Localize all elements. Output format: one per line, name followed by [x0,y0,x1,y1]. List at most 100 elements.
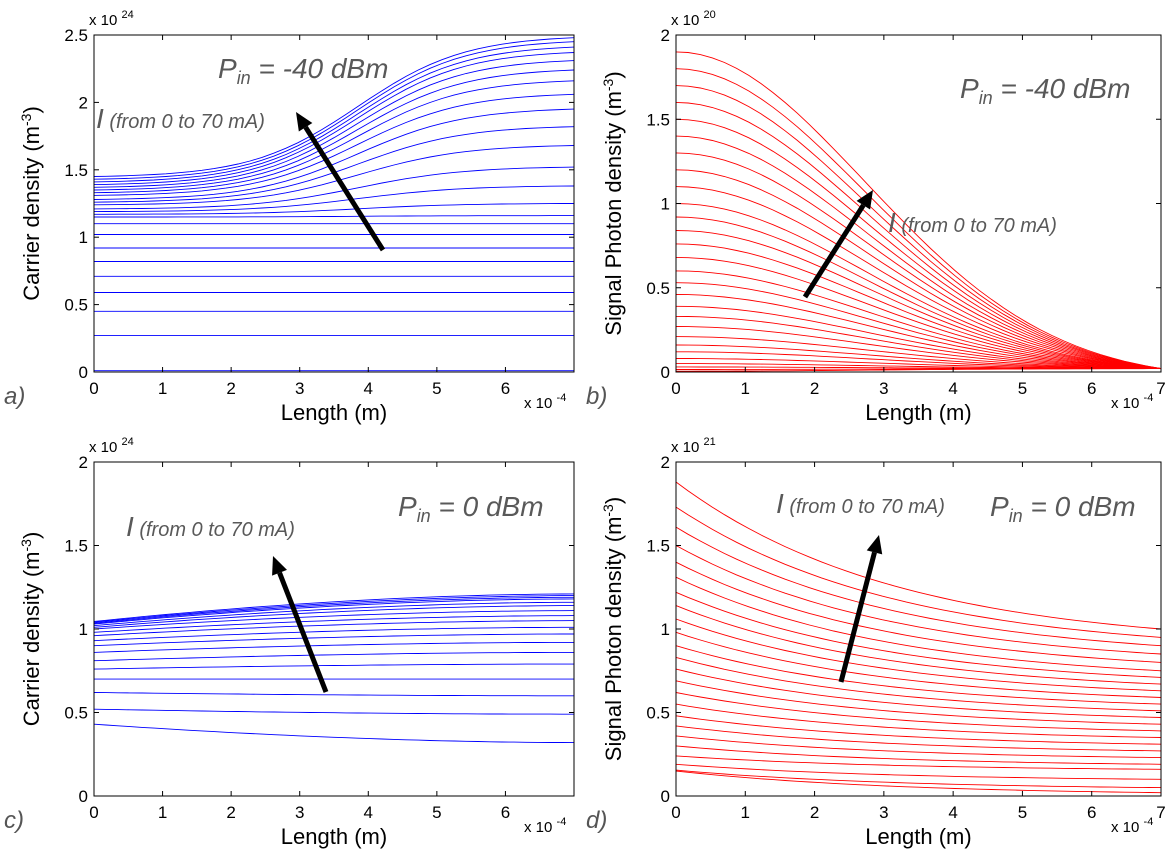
y-axis-label: Carrier density (m-3) [18,106,44,301]
series-line [675,270,1162,370]
y-tick-label: 1 [661,195,670,214]
y-axis-label-base: Signal Photon density (m [601,91,626,336]
series-group [675,481,1162,794]
y-tick-label: 2 [661,453,670,472]
series-group [675,51,1162,372]
series-line [675,770,1162,794]
x-tick-label: 7 [1156,803,1165,822]
x-axis-label: Length (m) [865,824,971,849]
current-range-text: (from 0 to 70 mA) [134,519,295,541]
y-exponent-power: 24 [122,9,134,21]
series-line [675,763,1162,780]
series-line [675,51,1162,370]
series-line [93,593,575,622]
x-axis-label: Length (m) [281,824,387,849]
x-exponent-power: -4 [1144,392,1154,404]
series-line [93,708,574,715]
series-line [93,166,575,210]
x-exponent-power: -4 [557,392,567,404]
y-exponent: x 10 20 [671,9,716,29]
current-arrow-head [296,112,313,132]
y-tick-label: 2 [79,93,88,112]
series-line [675,735,1162,759]
pin-value: = 0 dBm [431,491,544,522]
x-tick-label: 2 [810,379,819,398]
series-line [675,618,1162,692]
x-tick-label: 2 [226,803,235,822]
series-line [675,692,1162,732]
series-line [675,305,1162,370]
x-tick-label: 6 [1087,379,1096,398]
series-line [675,656,1162,712]
y-tick-label: 0 [661,787,670,806]
series-line [93,626,574,642]
series-line [675,326,1162,370]
y-tick-label: 2 [79,453,88,472]
x-tick-label: 3 [295,803,304,822]
x-tick-label: 4 [948,379,957,398]
series-line [676,351,1162,370]
x-tick-label: 0 [89,803,98,822]
y-tick-label: 0.5 [646,704,670,723]
current-symbol: I [96,103,104,134]
current-annotation: I (from 0 to 70 mA) [96,103,265,134]
series-line [675,68,1162,370]
x-exponent: x 10 -4 [1111,816,1153,836]
series-line [676,368,1161,372]
series-line [93,723,575,744]
x-exponent-power: -4 [557,816,567,828]
current-symbol: I [126,511,134,542]
y-tick-label: 1.5 [64,161,88,180]
y-axis-label: Signal Photon density (m-3) [600,497,626,761]
x-exponent: x 10 -4 [524,816,566,836]
series-line [93,145,575,206]
panel-label: b) [586,383,607,410]
series-line [93,633,574,647]
series-line [93,641,574,653]
series-line [675,101,1162,370]
y-exponent-power: 20 [704,9,716,21]
series-line [93,651,574,662]
series-line [675,645,1162,705]
y-axis-label-end: ) [19,106,44,113]
series-line [93,610,575,630]
series-line [675,203,1162,370]
pin-subscript: in [417,506,431,526]
x-tick-label: 5 [432,379,441,398]
x-tick-label: 2 [810,803,819,822]
y-axis-label-end: ) [19,532,44,539]
series-line [675,85,1162,370]
series-line [675,745,1162,765]
series-line [675,315,1162,370]
y-tick-label: 0.5 [646,279,670,298]
series-line [93,37,575,177]
y-tick-label: 2.5 [64,26,88,45]
series-line [93,69,575,191]
series-group [93,593,575,744]
series-line [675,703,1162,738]
series-line [675,481,1162,630]
y-tick-label: 1.5 [64,537,88,556]
x-tick-label: 6 [1087,803,1096,822]
x-tick-label: 0 [89,379,98,398]
series-line [675,715,1162,745]
series-line [93,663,574,670]
series-line [675,576,1162,672]
series-line [675,256,1162,370]
x-exponent: x 10 -4 [1111,392,1153,412]
series-line [675,336,1162,370]
y-tick-label: 1 [661,620,670,639]
y-exponent-power: 24 [122,436,134,448]
x-tick-label: 4 [364,379,373,398]
axes-box [93,34,575,373]
series-line [675,755,1162,770]
pin-value: = -40 dBm [251,53,389,84]
series-line [675,135,1162,370]
current-arrow-head [866,535,883,555]
series-line [675,591,1162,678]
y-tick-label: 0 [79,787,88,806]
y-axis-label-sup: -3 [600,78,616,91]
series-line [93,605,574,628]
panel-label: a) [4,383,25,410]
